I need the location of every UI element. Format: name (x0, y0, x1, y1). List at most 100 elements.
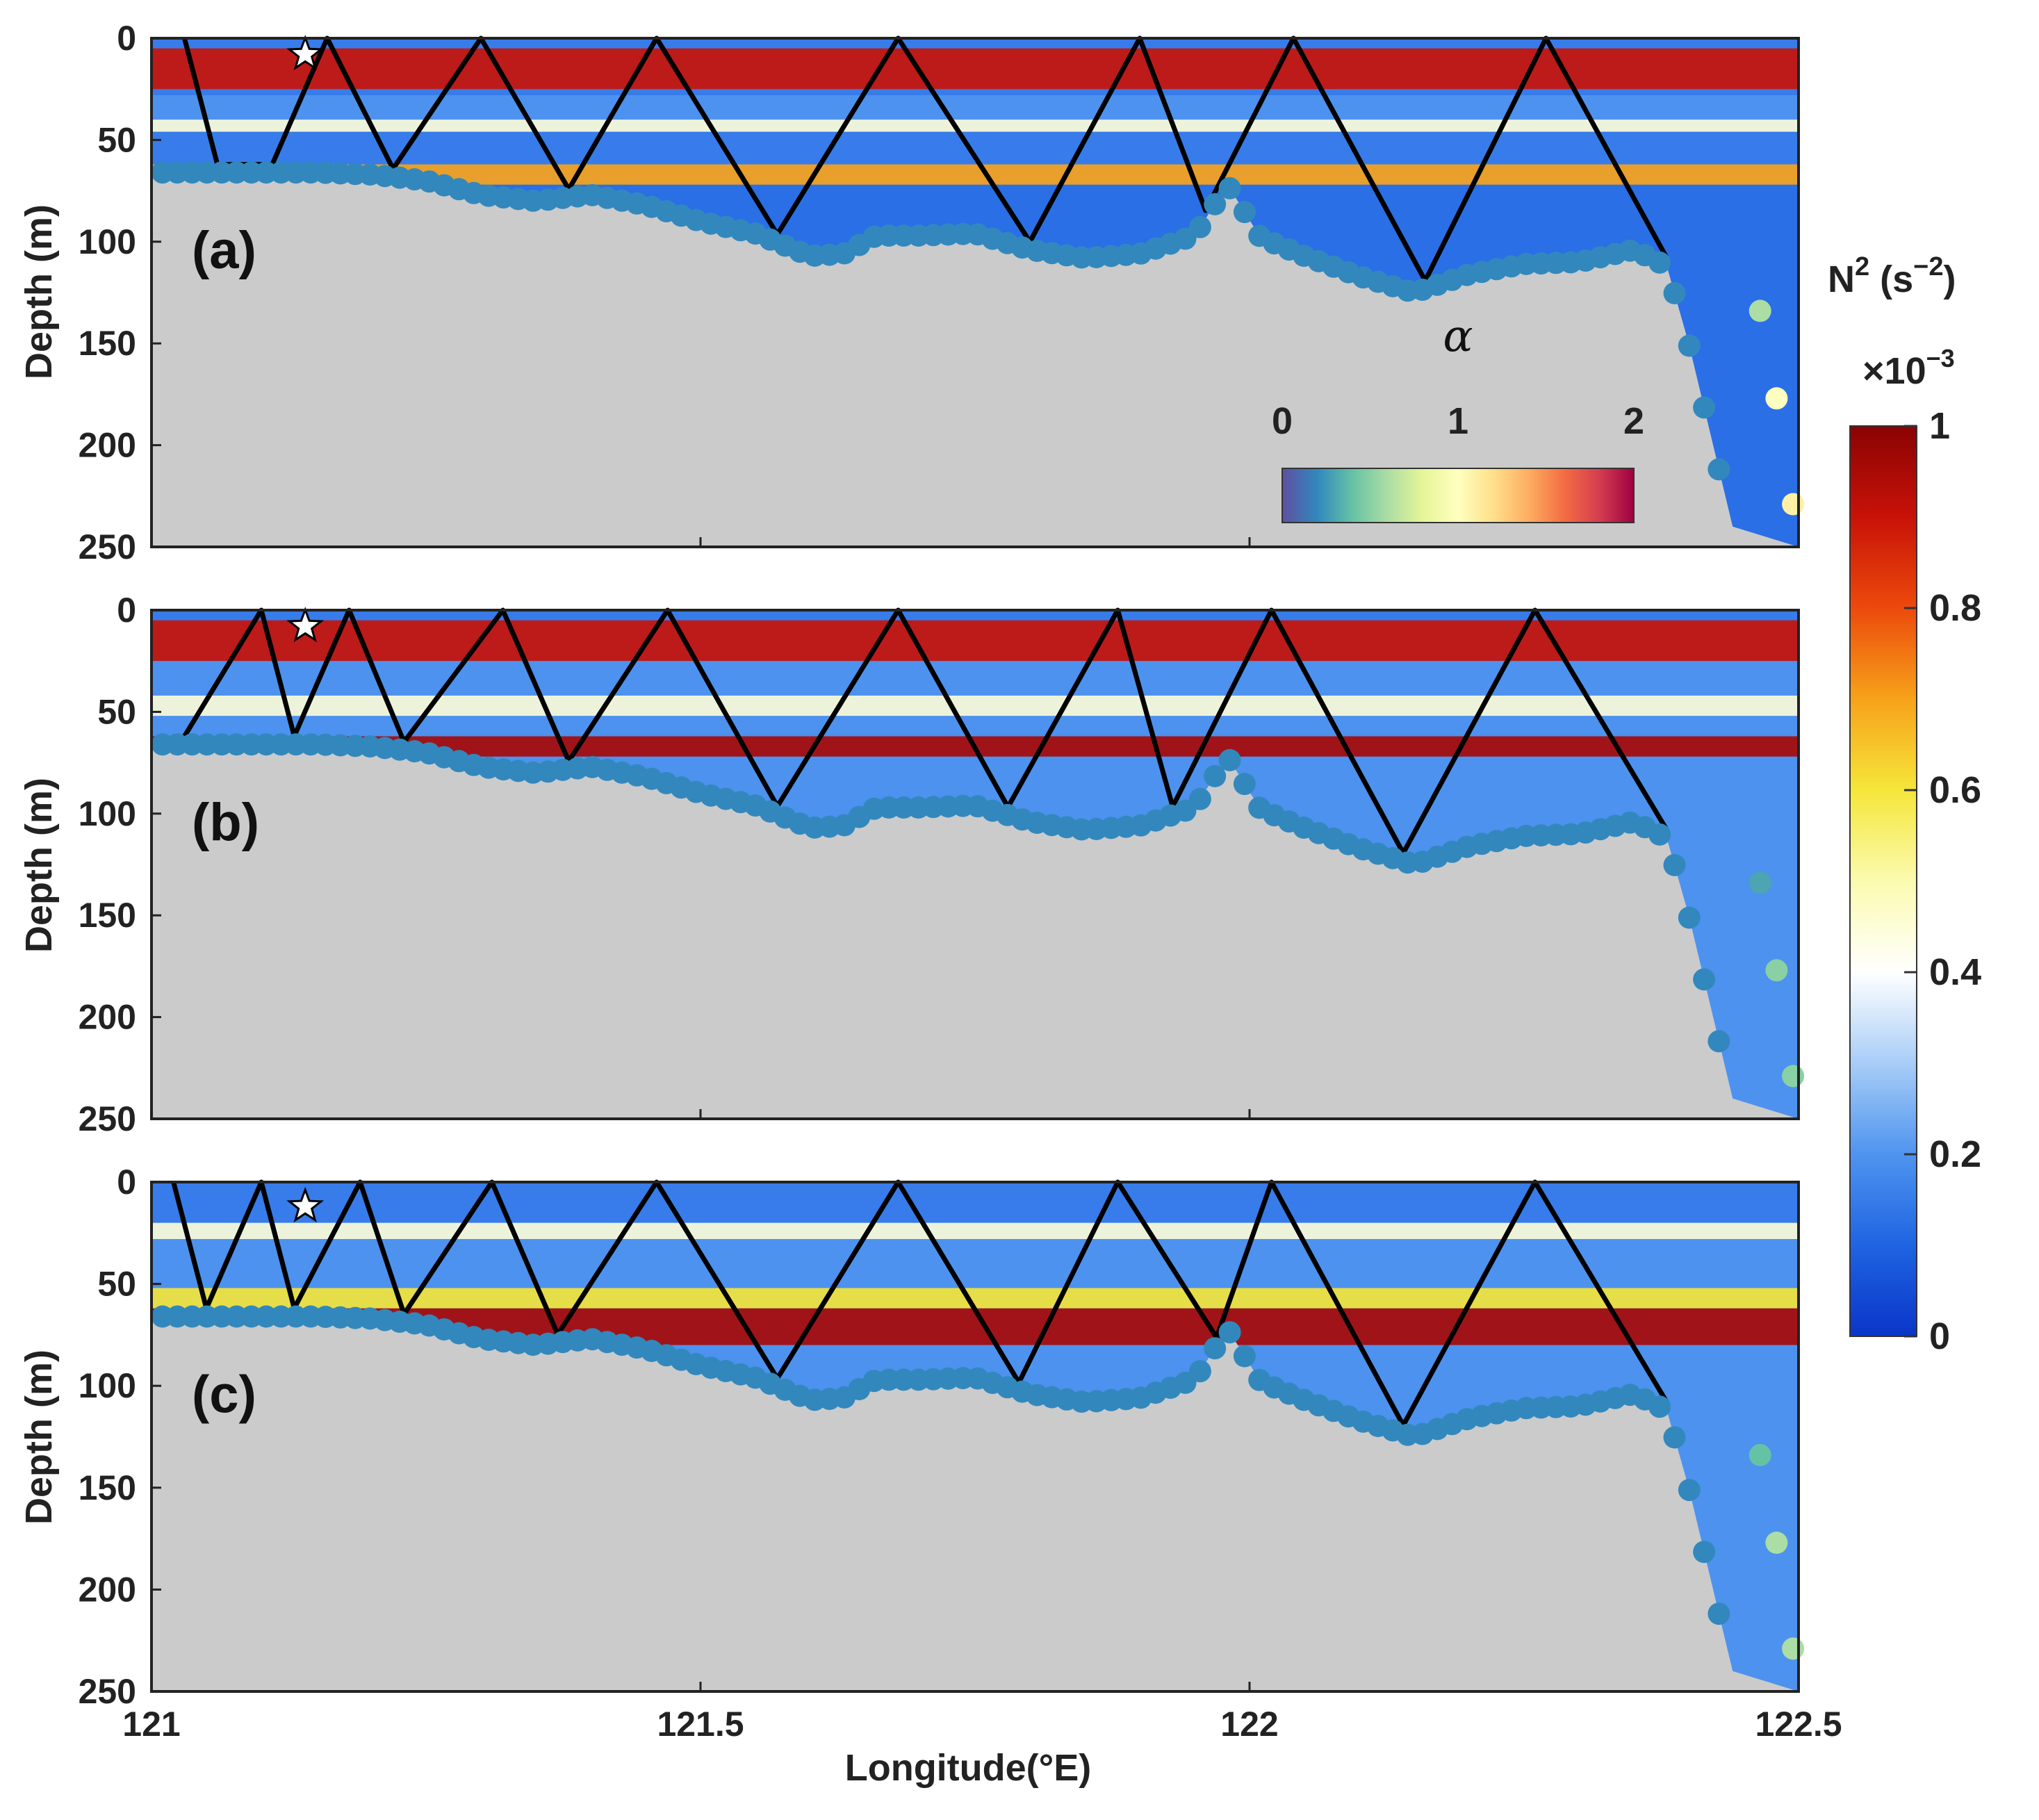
y-tick-label: 150 (79, 1468, 136, 1507)
y-tick-label: 200 (79, 426, 136, 465)
alpha-dot (1678, 906, 1701, 929)
alpha-dot (1204, 764, 1227, 787)
alpha-dot (1663, 281, 1686, 304)
alpha-dot (1648, 251, 1671, 274)
alpha-dot (1708, 1030, 1730, 1053)
alpha-dot (1233, 773, 1256, 796)
y-tick-label: 100 (79, 794, 136, 833)
x-axis-title: Longitude(°E) (845, 1747, 1092, 1789)
y-tick-label: 150 (79, 324, 136, 363)
panel-label: (b) (192, 793, 259, 852)
alpha-dot (1663, 853, 1686, 876)
alpha-dot (1708, 458, 1730, 481)
n2-band (152, 695, 1799, 716)
y-tick-label: 50 (97, 692, 136, 731)
alpha-legend-ramp (1281, 468, 1635, 523)
alpha-legend: α 0 1 2 (1272, 311, 1644, 523)
axes-frame (150, 1181, 1800, 1693)
n2-band (152, 716, 1799, 737)
axes-frame (150, 37, 1800, 548)
alpha-dot (1678, 334, 1701, 357)
x-tick-label: 122.5 (1755, 1705, 1842, 1744)
alpha-dot-slope (1782, 493, 1805, 516)
panel-label: (a) (192, 221, 256, 280)
y-tick-label: 100 (79, 1366, 136, 1405)
y-tick-label: 0 (117, 591, 136, 630)
alpha-dot (1648, 823, 1671, 846)
alpha-dot-slope (1765, 387, 1788, 410)
source-star (286, 607, 325, 643)
alpha-dot (1204, 1337, 1227, 1360)
alpha-legend-tick-label: 0 (1272, 400, 1293, 442)
n2-band (152, 120, 1799, 132)
seabed (152, 172, 1799, 547)
alpha-dot (1708, 1602, 1730, 1625)
y-tick-label: 150 (79, 896, 136, 935)
alpha-dot (1693, 1541, 1716, 1564)
alpha-dot (1218, 748, 1241, 771)
alpha-dot-slope (1749, 1443, 1771, 1466)
alpha-dot (1693, 968, 1716, 991)
panel-a: 0 50 100 150 200 250 (a) α 0 1 2 (79, 19, 1805, 566)
source-star (286, 35, 325, 71)
n2-colorbar-ramp (1849, 425, 1917, 1337)
n2-band (152, 661, 1799, 696)
x-tick-label: 121 (122, 1705, 180, 1744)
axes-frame (150, 609, 1800, 1120)
y-tick-label: 50 (97, 1265, 136, 1304)
panel-label: (c) (192, 1365, 256, 1424)
alpha-dot (1693, 396, 1716, 419)
n2-colorbar-multiplier: ×10−3 (1862, 344, 1955, 392)
n2-colorbar-tick-label: 0.4 (1929, 951, 1981, 993)
n2-colorbar-tick-label: 1 (1929, 405, 1950, 447)
characteristic-ray (171, 1179, 1669, 1428)
alpha-dot (1218, 1321, 1241, 1344)
y-tick-label: 200 (79, 1570, 136, 1609)
panel-b: 0 50 100 150 200 250 (b) (79, 591, 1805, 1138)
alpha-legend-tick-label: 1 (1448, 400, 1468, 442)
y-tick-label: 50 (97, 120, 136, 159)
y-tick-label: 250 (79, 1099, 136, 1138)
alpha-dot-slope (1782, 1637, 1805, 1660)
alpha-dot (1648, 1395, 1671, 1418)
alpha-dot (1188, 787, 1211, 810)
n2-colorbar-title: N2 (s−2) (1828, 252, 1956, 300)
alpha-legend-title: α (1443, 311, 1473, 362)
alpha-legend-tick-label: 2 (1623, 400, 1644, 442)
alpha-dot (1204, 192, 1227, 215)
alpha-dot-slope (1765, 959, 1788, 982)
n2-band (152, 48, 1799, 90)
y-tick-label: 100 (79, 222, 136, 261)
y-axis-title-a: Depth (m) (18, 204, 60, 379)
seabed (152, 744, 1799, 1119)
alpha-dot (1188, 1360, 1211, 1383)
alpha-dot (1188, 215, 1211, 238)
alpha-dot-slope (1749, 871, 1771, 894)
n2-colorbar-tick-label: 0.6 (1929, 769, 1981, 811)
x-tick-label: 121.5 (657, 1705, 744, 1744)
seabed (152, 1316, 1799, 1691)
n2-colorbar: N2 (s−2) ×10−3 0 0.2 0.4 0.6 0.8 1 (1828, 252, 1981, 1357)
y-tick-label: 250 (79, 1672, 136, 1711)
y-tick-label: 250 (79, 527, 136, 566)
y-tick-label: 0 (117, 19, 136, 58)
alpha-dot (1218, 177, 1241, 199)
n2-band (152, 95, 1799, 120)
n2-colorbar-tick-label: 0 (1929, 1315, 1950, 1357)
source-star (286, 1186, 325, 1223)
y-tick-label: 0 (117, 1163, 136, 1202)
y-tick-label: 200 (79, 998, 136, 1037)
alpha-dot-slope (1765, 1532, 1788, 1554)
alpha-dot-slope (1749, 300, 1771, 322)
alpha-dot-slope (1782, 1065, 1805, 1088)
alpha-dot (1678, 1479, 1701, 1502)
y-axis-title-c: Depth (m) (18, 1350, 60, 1525)
x-tick-label: 122 (1220, 1705, 1278, 1744)
alpha-dot (1663, 1426, 1686, 1449)
alpha-dot (1233, 1345, 1256, 1368)
n2-band (152, 1222, 1799, 1240)
n2-band (152, 1239, 1799, 1288)
y-axis-title-b: Depth (m) (18, 778, 60, 953)
